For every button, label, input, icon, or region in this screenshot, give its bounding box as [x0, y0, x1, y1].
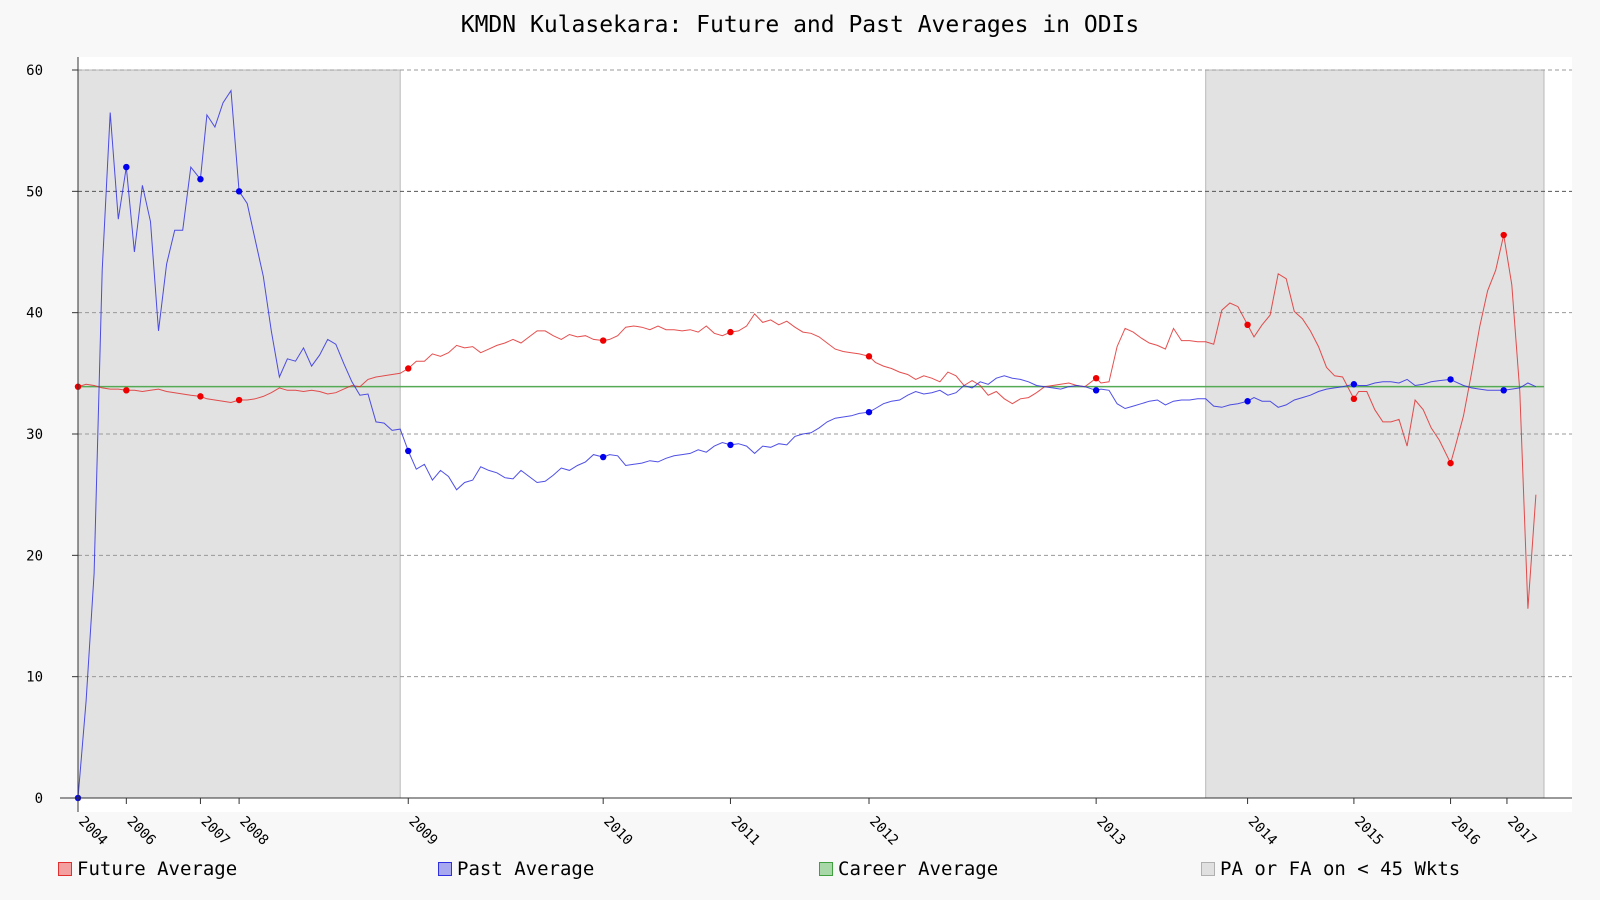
data-point-past-average-1 — [123, 163, 130, 171]
data-point-past-average-6 — [727, 441, 734, 449]
data-point-future-average-9 — [1244, 321, 1251, 328]
y-tick-label-5: 50 — [26, 184, 43, 200]
legend-item-past[interactable]: Past Average — [438, 858, 594, 880]
y-tick-label-6: 60 — [26, 63, 43, 79]
data-point-future-average-1 — [123, 387, 130, 394]
x-tick-label-1: 2006 — [124, 814, 159, 849]
legend-swatch-low-wickets — [1201, 862, 1215, 876]
x-tick-label-3: 2008 — [236, 814, 271, 849]
legend-item-future[interactable]: Future Average — [58, 858, 237, 880]
y-tick-labels: 0 10 20 30 40 50 60 — [26, 63, 43, 807]
x-tick-label-12: 2017 — [1504, 814, 1539, 849]
data-point-future-average-4 — [405, 365, 412, 372]
legend-label-career: Career Average — [838, 858, 999, 880]
y-tick-label-0: 0 — [35, 791, 43, 807]
legend-item-low-wickets[interactable]: PA or FA on < 45 Wkts — [1201, 858, 1460, 880]
legend-label-future: Future Average — [77, 858, 238, 880]
data-point-future-average-2 — [197, 393, 204, 400]
x-tick-label-9: 2014 — [1245, 814, 1280, 849]
legend-label-low-wickets: PA or FA on < 45 Wkts — [1220, 858, 1461, 880]
data-point-past-average-4 — [405, 447, 412, 455]
data-point-past-average-12 — [1500, 387, 1507, 394]
data-point-future-average-8 — [1092, 374, 1100, 382]
data-point-future-average-3 — [235, 396, 243, 404]
chart-title: KMDN Kulasekara: Future and Past Average… — [460, 12, 1140, 38]
y-tick-label-3: 30 — [26, 427, 43, 443]
legend: Future Average Past Average Career Avera… — [0, 858, 1600, 888]
x-tick-label-7: 2012 — [866, 814, 901, 849]
x-tick-label-5: 2010 — [600, 814, 635, 849]
series-markers — [74, 163, 1507, 802]
data-point-past-average-5 — [599, 453, 607, 461]
series-lines — [77, 89, 1537, 799]
legend-swatch-future — [58, 862, 72, 876]
x-tick-label-11: 2016 — [1448, 814, 1483, 849]
x-tick-label-8: 2013 — [1093, 814, 1128, 849]
data-point-past-average-7 — [865, 408, 873, 416]
x-tick-label-10: 2015 — [1351, 814, 1386, 849]
data-point-future-average-7 — [865, 353, 873, 360]
data-point-future-average-6 — [727, 328, 734, 336]
data-point-future-average-5 — [599, 337, 607, 344]
data-point-future-average-10 — [1350, 395, 1358, 403]
data-point-past-average-10 — [1350, 381, 1358, 388]
x-tick-label-6: 2011 — [728, 814, 763, 849]
series-line-past-average — [77, 89, 1537, 799]
series-line-future-average — [77, 234, 1537, 609]
data-point-future-average-12 — [1500, 231, 1507, 239]
legend-label-past: Past Average — [457, 858, 595, 880]
data-point-past-average-3 — [235, 188, 243, 195]
data-point-past-average-8 — [1092, 387, 1100, 394]
data-point-past-average-9 — [1244, 398, 1251, 405]
legend-swatch-career — [819, 862, 833, 876]
axes — [60, 57, 1572, 812]
data-point-past-average-2 — [197, 176, 204, 183]
x-tick-label-4: 2009 — [405, 814, 440, 849]
data-point-past-average-11 — [1447, 376, 1454, 383]
y-tick-label-4: 40 — [26, 306, 43, 322]
legend-swatch-past — [438, 862, 452, 876]
legend-item-career[interactable]: Career Average — [819, 858, 998, 880]
x-tick-label-0: 2004 — [75, 814, 110, 849]
y-tick-label-2: 20 — [26, 548, 43, 564]
data-point-future-average-11 — [1447, 459, 1454, 467]
y-tick-label-1: 10 — [26, 670, 43, 686]
x-tick-label-2: 2007 — [198, 814, 233, 849]
grid-lines — [72, 69, 1572, 799]
